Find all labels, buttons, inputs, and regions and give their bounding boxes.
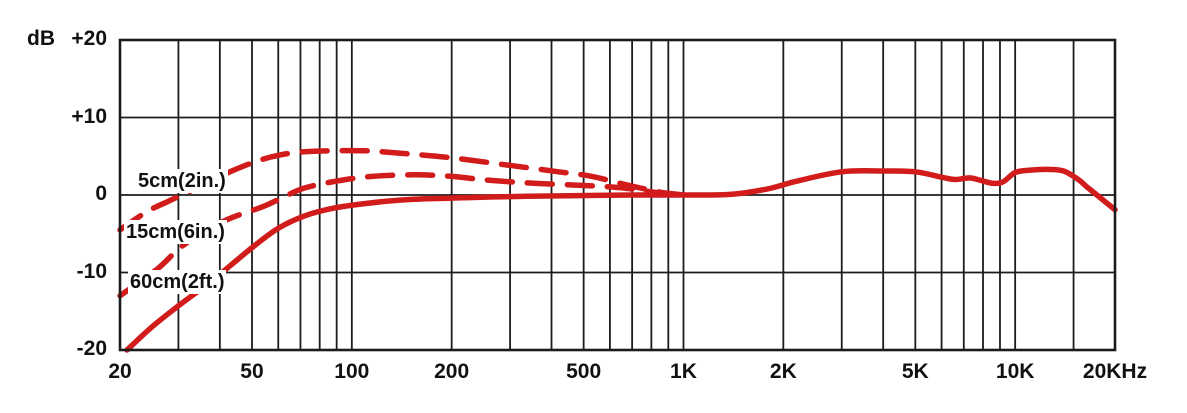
x-tick-label-1k: 1K [670, 360, 697, 383]
curve-label-60cm-2ft: 60cm(2ft.) [128, 270, 227, 294]
x-tick-label-500: 500 [566, 360, 602, 383]
y-tick-label: -10 [76, 259, 107, 283]
curve-label-15cm-6in: 15cm(6in.) [124, 220, 227, 244]
y-tick-label: -20 [76, 337, 107, 360]
curve-15cm-6in [117, 172, 679, 299]
y-axis-unit-label: dB [27, 27, 55, 50]
x-tick-label-20khz: 20KHz [1082, 360, 1148, 383]
x-tick-label-50: 50 [240, 360, 264, 383]
curve-label-5cm-2in: 5cm(2in.) [136, 169, 228, 193]
y-tick-label: +10 [71, 104, 107, 128]
x-tick-label-5k: 5K [901, 360, 929, 383]
curves [117, 147, 1118, 353]
plot-border [118, 38, 1117, 352]
y-tick-label: +20 [71, 27, 107, 50]
x-tick-label-200: 200 [434, 360, 470, 383]
x-tick-label-2k: 2K [769, 360, 797, 383]
curve-60cm-2ft [124, 166, 1118, 353]
x-tick-label-10k: 10K [995, 360, 1035, 383]
y-tick-label: 0 [95, 182, 107, 205]
x-tick-label-20: 20 [108, 360, 132, 383]
x-tick-label-100: 100 [334, 360, 370, 383]
